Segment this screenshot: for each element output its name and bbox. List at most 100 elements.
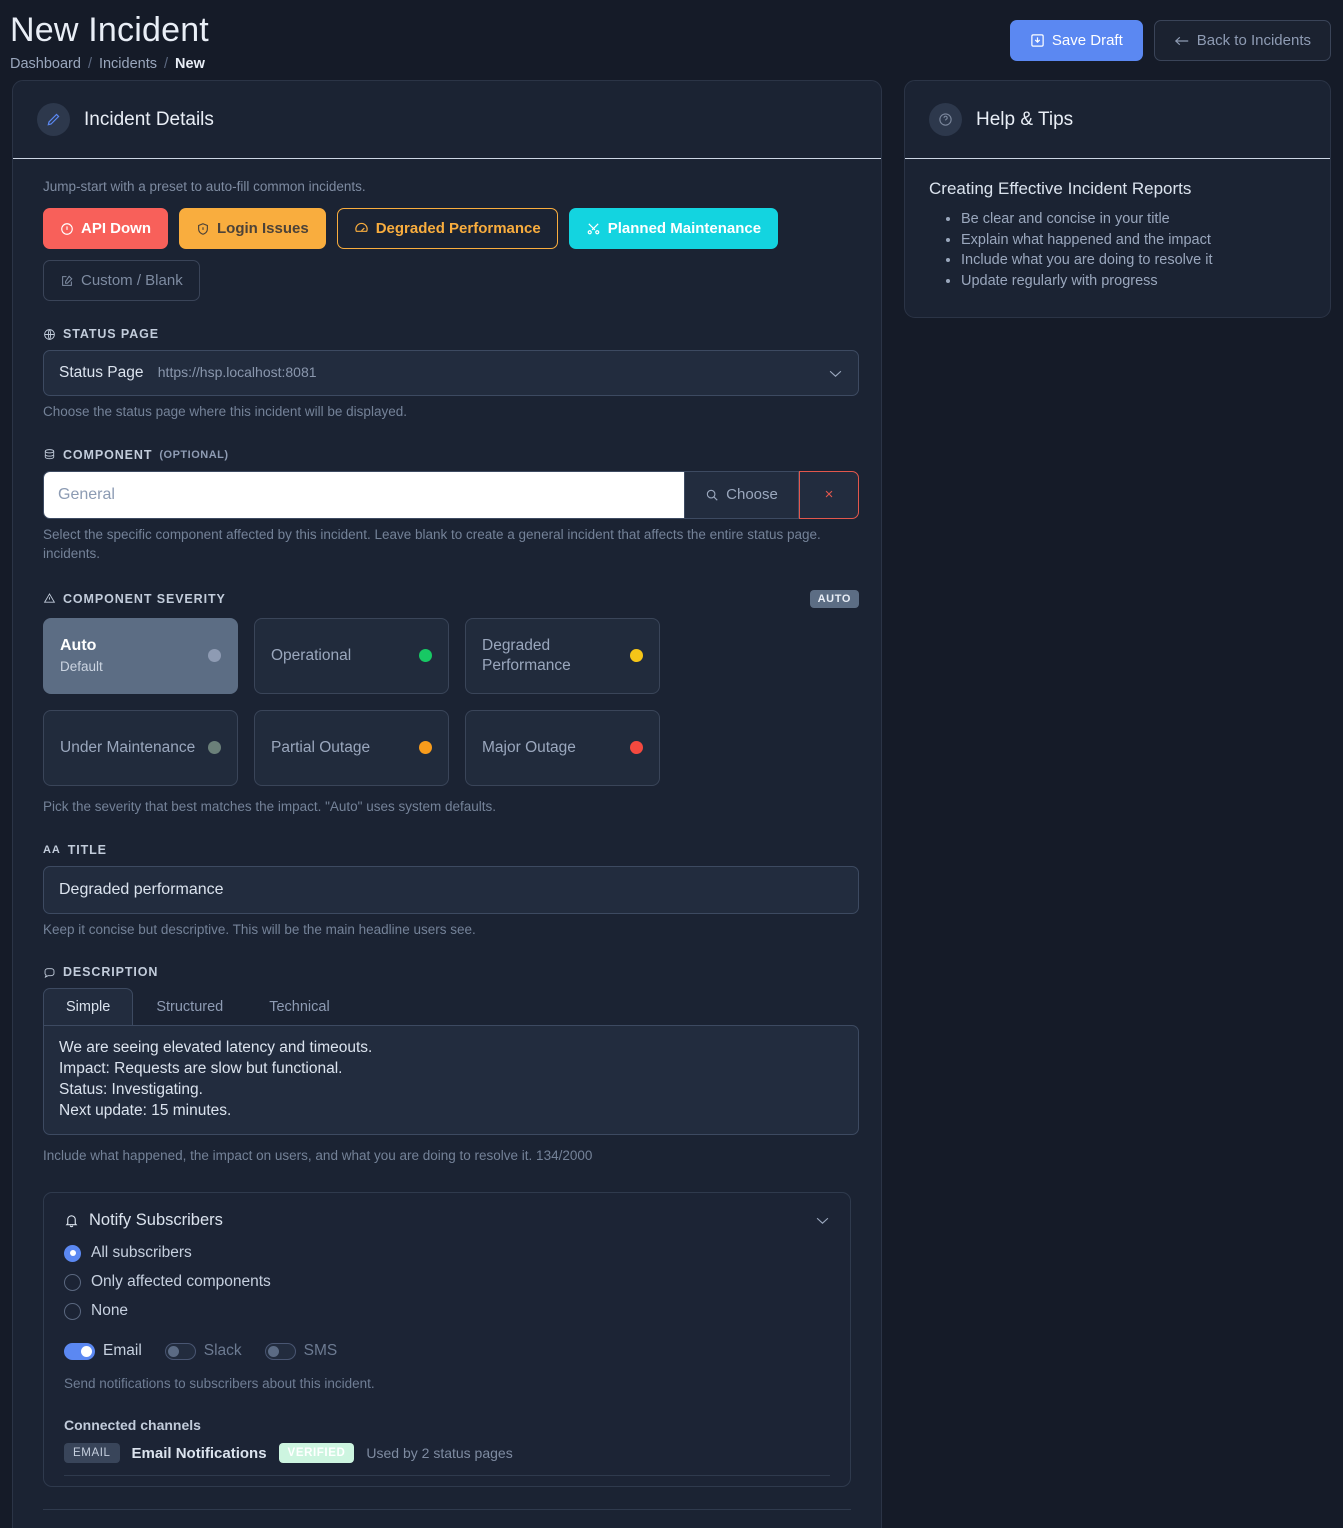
comment-icon — [43, 966, 56, 979]
title-label: TITLE — [67, 842, 107, 857]
notify-radio-none-label: None — [91, 1302, 129, 1320]
wrench-icon — [586, 221, 601, 236]
description-label-row: DESCRIPTION — [43, 965, 859, 979]
toggle-sms[interactable]: SMS — [264, 1342, 337, 1360]
preset-login-issues[interactable]: Login Issues — [179, 208, 326, 249]
question-icon — [929, 103, 962, 136]
component-optional-label: (OPTIONAL) — [159, 448, 229, 461]
notify-subscribers-section: Notify Subscribers All subscribers — [43, 1192, 851, 1488]
form-footer: Create Incident Save as Draft Cancel — [43, 1509, 851, 1528]
save-draft-button[interactable]: Save Draft — [1009, 20, 1143, 61]
preset-api-down[interactable]: API Down — [43, 208, 168, 249]
preset-degraded-performance[interactable]: Degraded Performance — [336, 208, 558, 249]
status-page-label-row: STATUS PAGE — [43, 327, 859, 341]
component-help: Select the specific component affected b… — [43, 526, 821, 561]
description-help: Include what happened, the impact on use… — [43, 1148, 593, 1164]
severity-option-partial-outage[interactable]: Partial Outage — [254, 709, 449, 786]
preset-row-1: API Down Login Issues Degr — [43, 208, 859, 249]
preset-custom-blank-label: Custom / Blank — [81, 272, 183, 289]
channel-name: Email Notifications — [131, 1444, 267, 1462]
bell-icon — [64, 1213, 79, 1228]
tab-simple[interactable]: Simple — [43, 988, 134, 1027]
radio-icon — [64, 1273, 81, 1291]
severity-dot-maintenance — [208, 741, 221, 755]
preset-hint: Jump-start with a preset to auto-fill co… — [43, 179, 366, 194]
title-label-row: Aa TITLE — [43, 843, 859, 857]
severity-option-auto[interactable]: Auto Default — [43, 617, 238, 694]
chevron-down-icon — [828, 369, 843, 378]
component-choose-button[interactable]: Choose — [684, 470, 799, 519]
breadcrumb: Dashboard / Incidents / New — [10, 56, 209, 72]
title-input[interactable] — [43, 865, 859, 914]
notify-radio-all-subscribers[interactable]: All subscribers — [64, 1244, 830, 1262]
notify-header[interactable]: Notify Subscribers — [64, 1211, 830, 1230]
notify-radio-only-affected[interactable]: Only affected components — [64, 1273, 830, 1291]
notify-channel-toggles: Email Slack SMS — [64, 1342, 830, 1360]
severity-header: COMPONENT SEVERITY AUTO — [43, 589, 859, 608]
switch-icon-on — [64, 1342, 95, 1360]
component-input[interactable] — [43, 470, 684, 519]
breadcrumb-separator: / — [87, 56, 92, 72]
description-textarea[interactable]: We are seeing elevated latency and timeo… — [43, 1025, 859, 1136]
description-label: DESCRIPTION — [63, 965, 159, 980]
severity-option-operational-label: Operational — [271, 646, 352, 664]
switch-icon-off — [264, 1342, 296, 1360]
status-page-selected: Status Page https://hsp.localhost:8081 — [59, 364, 317, 382]
side-column: Help & Tips Creating Effective Incident … — [904, 80, 1331, 319]
status-page-help: Choose the status page where this incide… — [43, 404, 407, 419]
warning-icon — [43, 592, 56, 605]
toggle-email[interactable]: Email — [64, 1342, 142, 1360]
severity-option-partial-outage-label: Partial Outage — [271, 738, 371, 756]
help-tips-body: Creating Effective Incident Reports Be c… — [905, 159, 1330, 317]
breadcrumb-current: New — [175, 56, 205, 72]
description-tabs: Simple Structured Technical — [43, 988, 859, 1027]
severity-option-operational[interactable]: Operational — [254, 617, 449, 694]
severity-help: Pick the severity that best matches the … — [43, 798, 497, 814]
tab-technical[interactable]: Technical — [269, 999, 330, 1016]
back-to-incidents-label: Back to Incidents — [1196, 32, 1311, 49]
severity-field: COMPONENT SEVERITY AUTO Auto Default — [43, 589, 859, 817]
header-actions: Save Draft Back to Incidents — [1009, 20, 1331, 61]
help-tips-subheading: Creating Effective Incident Reports — [929, 179, 1192, 198]
save-icon — [1030, 33, 1045, 48]
severity-option-under-maintenance-label: Under Maintenance — [60, 738, 196, 756]
status-page-name: Status Page — [59, 364, 144, 381]
severity-option-auto-sub: Default — [60, 659, 103, 675]
severity-option-auto-label: Auto — [60, 636, 97, 654]
breadcrumb-separator: / — [164, 56, 169, 72]
component-clear-button[interactable]: × — [799, 470, 859, 519]
channel-verified-badge: VERIFIED — [278, 1443, 355, 1464]
severity-dot-operational — [419, 649, 432, 663]
edit-square-icon — [60, 274, 74, 288]
severity-auto-badge: AUTO — [809, 589, 859, 608]
title-field: Aa TITLE Keep it concise but descriptive… — [43, 843, 859, 940]
component-label: COMPONENT — [63, 447, 153, 462]
severity-dot-partial-outage — [419, 741, 432, 755]
tab-structured[interactable]: Structured — [156, 999, 224, 1016]
preset-planned-maintenance[interactable]: Planned Maintenance — [568, 208, 779, 249]
preset-custom-blank[interactable]: Custom / Blank — [43, 260, 200, 301]
severity-option-degraded-performance[interactable]: Degraded Performance — [465, 617, 660, 694]
severity-dot-major-outage — [630, 741, 643, 755]
severity-option-under-maintenance[interactable]: Under Maintenance — [43, 709, 238, 786]
radio-icon — [64, 1302, 81, 1320]
incident-details-title: Incident Details — [84, 108, 214, 130]
title-help: Keep it concise but descriptive. This wi… — [43, 921, 476, 937]
close-icon: × — [824, 486, 834, 504]
toggle-slack[interactable]: Slack — [164, 1342, 242, 1360]
shield-icon — [196, 222, 210, 236]
status-page-field: STATUS PAGE Status Page https://hsp.loca… — [43, 327, 859, 422]
notify-radio-none[interactable]: None — [64, 1302, 830, 1320]
help-tip-item: Be clear and concise in your title — [961, 209, 1306, 230]
notify-radio-all-subscribers-label: All subscribers — [91, 1244, 192, 1262]
severity-option-degraded-performance-label: Degraded Performance — [482, 636, 571, 674]
help-tip-item: Explain what happened and the impact — [961, 230, 1306, 251]
status-page-url: https://hsp.localhost:8081 — [157, 364, 317, 380]
status-page-select[interactable]: Status Page https://hsp.localhost:8081 — [43, 350, 859, 396]
severity-option-major-outage[interactable]: Major Outage — [465, 709, 660, 786]
chevron-down-icon[interactable] — [815, 1216, 830, 1225]
help-tips-list: Be clear and concise in your title Expla… — [929, 209, 1306, 291]
back-to-incidents-button[interactable]: Back to Incidents — [1153, 20, 1331, 61]
breadcrumb-dashboard[interactable]: Dashboard — [10, 56, 81, 72]
breadcrumb-incidents[interactable]: Incidents — [98, 56, 158, 72]
